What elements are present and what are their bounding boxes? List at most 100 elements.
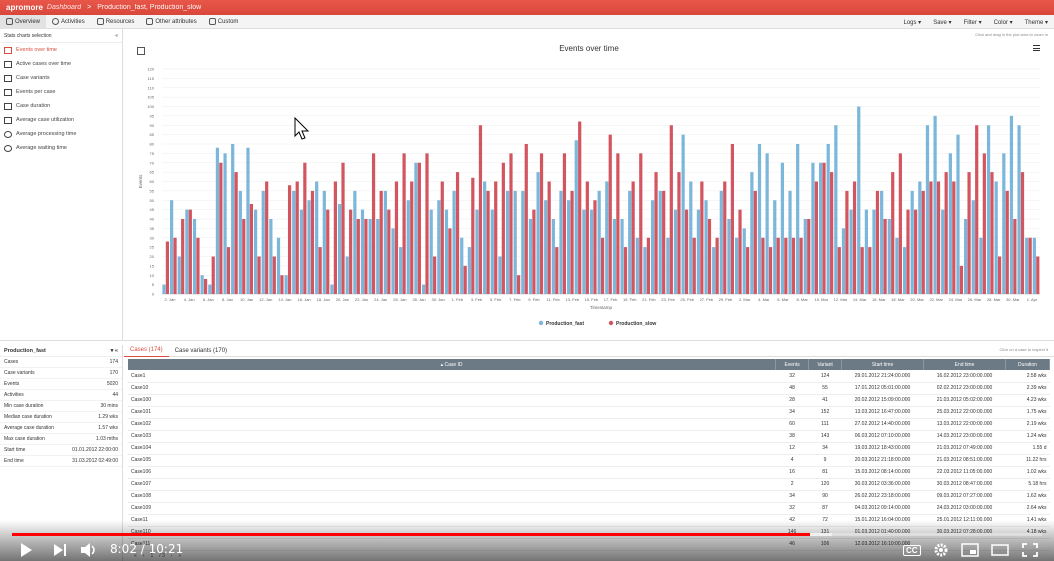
table-row[interactable]: Case104 12 34 19.03.2012 18:43:00.000 21.03.… [128, 442, 1050, 455]
sidebar-item-case-duration[interactable]: Case duration [0, 99, 122, 113]
bar-production-slow [219, 162, 223, 294]
bar-production-slow [784, 237, 788, 294]
menu-color[interactable]: Color ▾ [993, 19, 1013, 26]
sidebar-item-processing-time[interactable]: Average processing time [0, 127, 122, 141]
bar-production-slow [188, 209, 192, 294]
bar-production-fast [971, 200, 975, 294]
bar-production-fast [666, 237, 670, 294]
fullscreen-button[interactable] [1022, 541, 1038, 559]
tab-overview[interactable]: Overview [0, 14, 47, 29]
tab-label: Resources [105, 18, 135, 25]
bar-production-fast [635, 237, 639, 294]
menu-theme[interactable]: Theme ▾ [1024, 19, 1048, 26]
bar-production-slow [929, 181, 933, 294]
table-row[interactable]: Case107 2 120 30.03.2012 03:36:00.000 30.03.… [128, 478, 1050, 491]
table-cell: 29.01.2012 21:24:00.000 [841, 370, 924, 383]
table-row[interactable]: Case101 34 152 13.03.2012 16:47:00.000 25.03… [128, 406, 1050, 419]
bar-production-slow [287, 185, 292, 294]
bar-production-slow [715, 237, 719, 294]
expand-icon[interactable] [137, 47, 145, 55]
tab-cases[interactable]: Cases (174) [124, 345, 169, 357]
breadcrumb-separator: > [87, 4, 92, 11]
tab-custom[interactable]: Custom [203, 15, 245, 29]
sidebar-item-events-per-case[interactable]: Events per case [0, 85, 122, 99]
legend-label: Production_slow [616, 321, 656, 327]
stat-row: Start time 01.01.2012 22:00:00 [0, 445, 122, 456]
bar-production-slow [623, 247, 628, 294]
miniplayer-button[interactable] [961, 541, 979, 559]
sidebar-item-case-utilization[interactable]: Average case utilization [0, 113, 122, 127]
events-over-time-chart[interactable]: 0 5 10 15 20 25 30 35 40 45 50 55 60 65 70 75 80 85 90 95 10… [124, 29, 1054, 340]
bar-production-slow [944, 172, 948, 294]
x-tick-label: 28. Jan [412, 297, 425, 302]
column-duration[interactable]: Duration [1005, 359, 1050, 370]
menu-logs[interactable]: Logs ▾ [903, 19, 922, 26]
bar-production-fast [475, 209, 479, 294]
bar-production-slow [1005, 190, 1009, 294]
bar-production-fast [536, 172, 540, 294]
tab-case-variants[interactable]: Case variants (170) [174, 347, 228, 354]
bar-production-slow [746, 247, 750, 294]
bar-production-fast [689, 181, 693, 294]
sidebar-item-waiting-time[interactable]: Average waiting time [0, 141, 122, 155]
table-row[interactable]: Case106 16 81 15.03.2012 08:14:00.000 22.03.… [128, 466, 1050, 479]
volume-button[interactable] [80, 541, 100, 559]
bar-production-fast [261, 190, 265, 294]
captions-button[interactable]: CC [903, 541, 921, 559]
theater-mode-button[interactable] [991, 541, 1009, 559]
menu-save[interactable]: Save ▾ [933, 19, 952, 26]
bar-production-slow [585, 181, 589, 294]
panel-divider[interactable] [0, 340, 1054, 341]
bar-production-slow [234, 172, 238, 294]
tab-activities[interactable]: Activities [46, 15, 91, 29]
table-row[interactable]: Case100 28 41 20.02.2012 15:09:00.000 21.03.… [128, 394, 1050, 407]
table-row[interactable]: Case109 32 87 04.03.2012 09:14:00.000 24.03.… [128, 502, 1050, 515]
bar-production-fast [948, 153, 952, 294]
chevron-down-icon[interactable]: ▾ « [110, 347, 118, 354]
table-cell: 16.02.2012 23:00:00.000 [923, 370, 1006, 383]
x-tick-label: 28. Mar [987, 297, 1001, 302]
table-row[interactable]: Case1 32 124 29.01.2012 21:24:00.000 16.02.2… [128, 370, 1050, 383]
sidebar-item-label: Case variants [16, 75, 50, 81]
column-variant[interactable]: Variant [808, 359, 843, 370]
sidebar-item-label: Case duration [16, 103, 51, 109]
column-end-time[interactable]: End time [923, 359, 1006, 370]
table-row[interactable]: Case103 38 143 06.03.2012 07:10:00.000 14.03… [128, 430, 1050, 443]
bar-production-slow [341, 162, 345, 294]
charts-sidebar: Stats charts selection « Events over time… [0, 29, 123, 340]
column-start-time[interactable]: Start time [841, 359, 925, 370]
video-progress-bar[interactable] [12, 533, 1042, 536]
table-cell: 120 [808, 478, 842, 491]
column-case-id[interactable]: ▴ Case ID [128, 359, 777, 370]
table-row[interactable]: Case102 60 111 27.02.2012 14:40:00.000 13.03… [128, 418, 1050, 431]
table-cell: Case108 [128, 490, 776, 503]
play-button[interactable] [18, 541, 34, 559]
bar-production-slow [494, 181, 498, 294]
sidebar-item-case-variants[interactable]: Case variants [0, 71, 122, 85]
menu-filter[interactable]: Filter ▾ [963, 19, 982, 26]
table-row[interactable]: Case105 4 9 20.03.2012 21:18:00.000 21.03.20… [128, 454, 1050, 467]
collapse-icon[interactable]: « [115, 32, 118, 39]
table-row[interactable]: Case10 48 55 17.01.2012 05:01:00.000 02.02.2… [128, 382, 1050, 395]
settings-button[interactable] [933, 541, 949, 559]
sort-icon: ▴ [440, 361, 445, 368]
bar-production-slow [394, 181, 399, 294]
stat-value: 31.03.2012 02:49:00 [72, 458, 118, 464]
next-button[interactable] [52, 541, 68, 559]
hamburger-menu-icon[interactable] [1033, 45, 1040, 51]
table-row[interactable]: Case108 34 90 26.02.2012 23:18:00.000 09.03.… [128, 490, 1050, 503]
bar-production-slow [463, 265, 467, 294]
stats-header: Production_fast ▾ « [0, 345, 122, 357]
apromore-logo[interactable]: apromore [6, 3, 43, 12]
sidebar-item-active-cases[interactable]: Active cases over time [0, 57, 122, 71]
bar-production-slow [860, 247, 864, 294]
tab-resources[interactable]: Resources [91, 15, 141, 29]
bar-production-fast [414, 162, 418, 294]
sidebar-item-events-over-time[interactable]: Events over time [0, 43, 122, 57]
played-bar [12, 533, 811, 536]
column-events[interactable]: Events [775, 359, 810, 370]
stat-value: 01.01.2012 22:00:00 [72, 447, 118, 453]
tab-other-attributes[interactable]: Other attributes [140, 15, 202, 29]
table-cell: 4.23 wks [1005, 394, 1050, 407]
gear-icon [934, 543, 948, 557]
